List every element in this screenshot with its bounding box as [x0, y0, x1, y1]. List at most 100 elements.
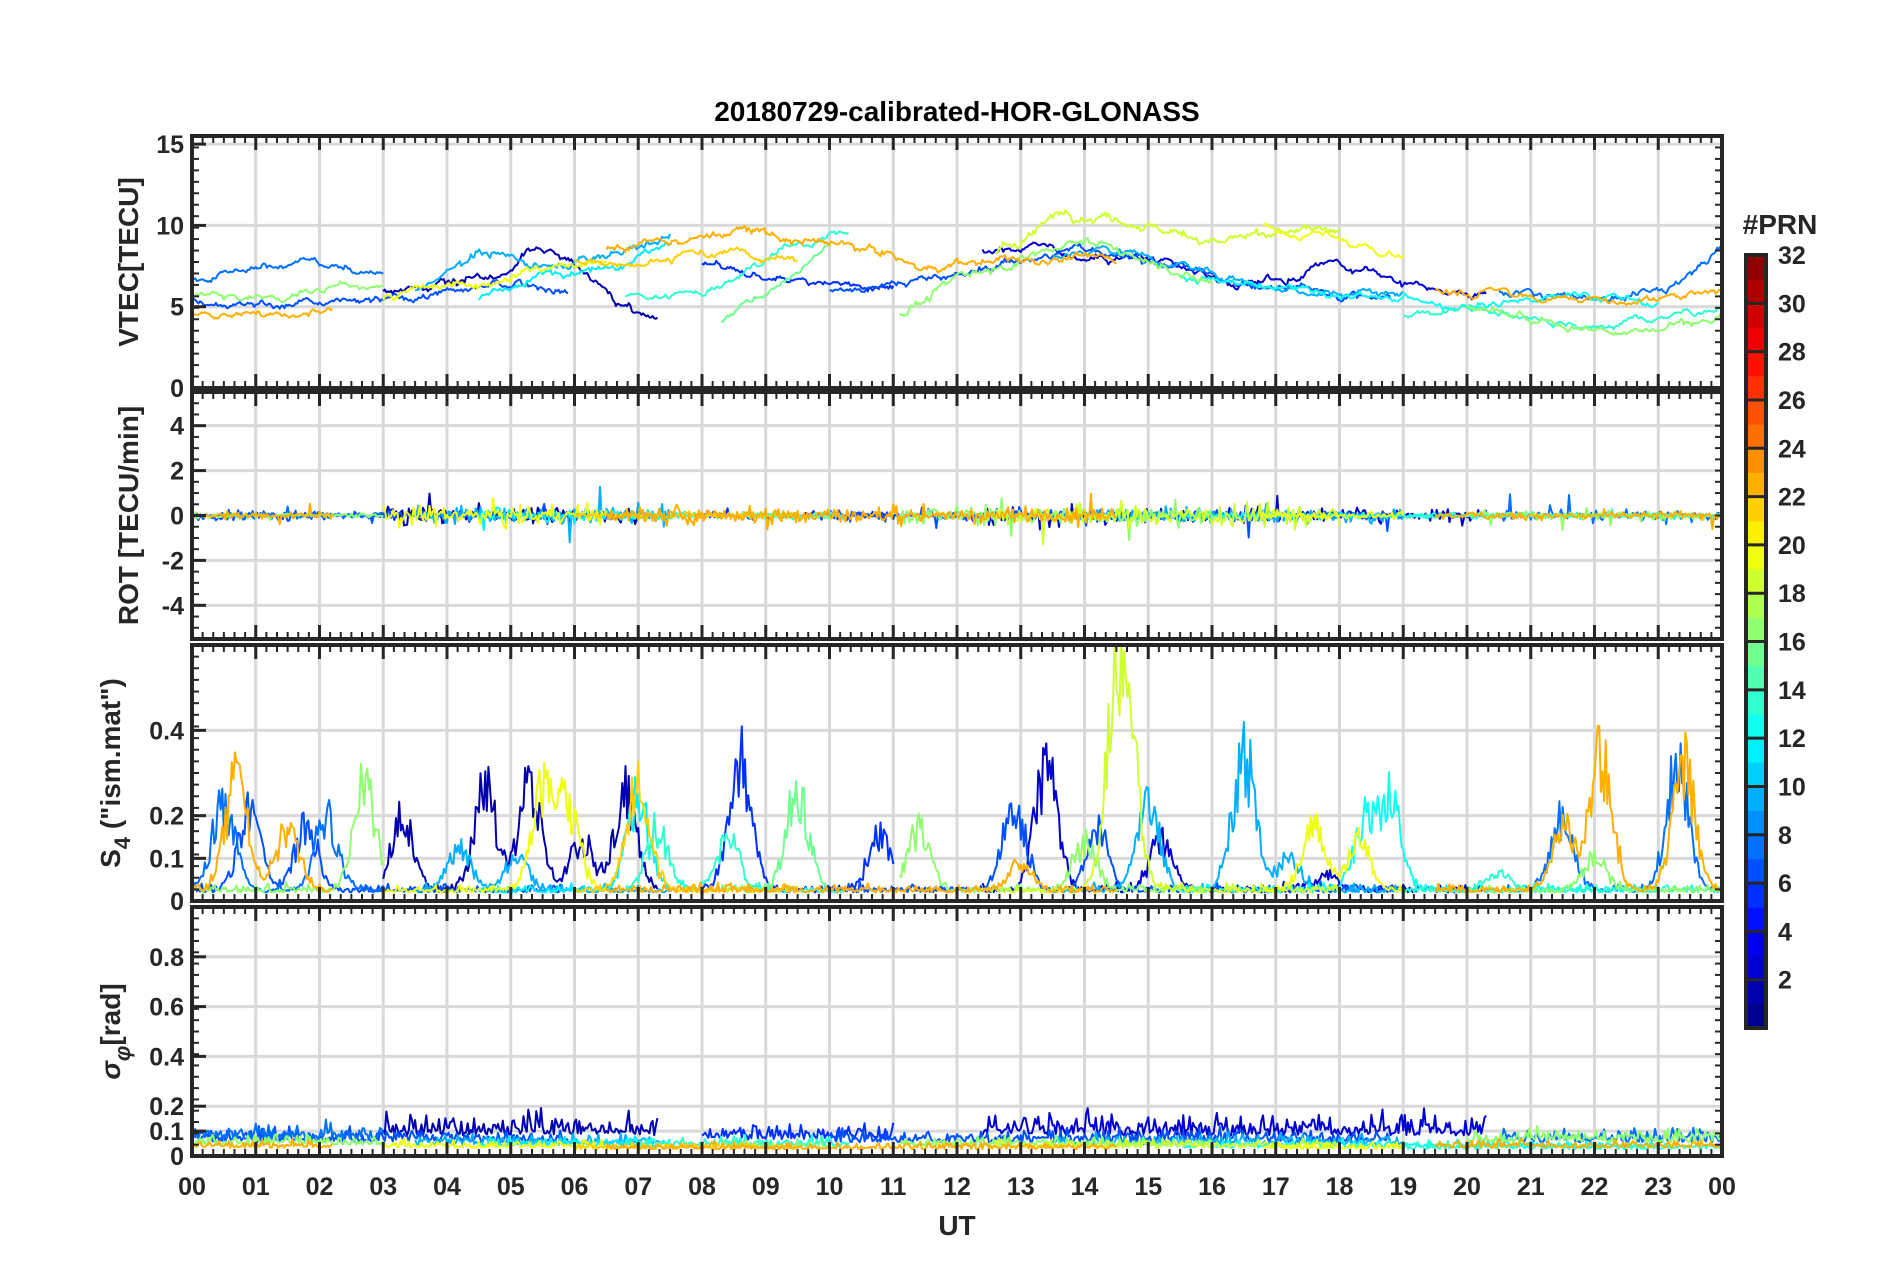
- series-vtec-prn-2: [382, 246, 659, 320]
- series-vtec-prn-23: [192, 307, 333, 320]
- ticks-rot: [190, 391, 1724, 640]
- panel-vtec: 0 5 10 15 VTEC[TECU]: [113, 131, 1724, 403]
- series-sigma-prn-17: [192, 1132, 384, 1146]
- colorbar-swatch: [1746, 713, 1766, 739]
- y-tick-label: 0.6: [149, 994, 184, 1022]
- series-sigma-prn-2: [382, 1107, 659, 1137]
- y-tick-label: 15: [156, 131, 184, 159]
- series-rot-prn-23: [1434, 508, 1722, 531]
- series-s4-prn-16: [720, 780, 831, 894]
- x-tick-label: 15: [1134, 1173, 1162, 1201]
- colorbar-swatch: [1746, 738, 1766, 763]
- axes-box: [190, 134, 1724, 390]
- colorbar-swatch: [1746, 279, 1766, 304]
- x-tick-label: 07: [624, 1173, 652, 1201]
- colorbar-swatch: [1746, 834, 1766, 860]
- series-sigma-prn-14: [624, 1133, 850, 1148]
- series-vtec-prn-17: [192, 280, 384, 304]
- colorbar-tick-label: 26: [1778, 387, 1806, 415]
- y-tick-label: 2: [170, 458, 184, 486]
- panel-s4: 0 0.1 0.2 0.4 S4 ("ism.mat"): [95, 643, 1724, 916]
- x-tick-label: 04: [433, 1173, 461, 1201]
- grid-sigma: [192, 907, 1722, 1158]
- y-tick-label: 0: [170, 503, 184, 531]
- colorbar-swatch: [1746, 931, 1766, 957]
- y-tick-label: 0.4: [149, 1043, 184, 1071]
- x-axis-label: UT: [938, 1210, 975, 1241]
- series-s4-prn-19: [994, 645, 1340, 894]
- x-tick-label: 23: [1644, 1173, 1672, 1201]
- series-sigma-prn-20: [1262, 1140, 1405, 1151]
- colorbar-tick-label: 28: [1778, 339, 1806, 367]
- colorbar-tick-label: 14: [1778, 677, 1806, 705]
- series-vtec-prn-17: [1466, 304, 1722, 336]
- x-tick-label: 00: [178, 1173, 206, 1201]
- series-vtec-prn-14: [624, 230, 850, 300]
- colorbar-tick-label: 32: [1778, 242, 1806, 270]
- lines-s4: [192, 645, 1722, 894]
- y-tick-label: -4: [162, 592, 184, 620]
- series-vtec-prn-14: [1403, 303, 1722, 331]
- colorbar-swatch: [1746, 665, 1766, 691]
- series-vtec-prn-8: [1498, 245, 1722, 303]
- y-tick-label: 0: [170, 888, 184, 916]
- x-tick-label: 01: [242, 1173, 270, 1201]
- colorbar-swatch: [1746, 448, 1766, 473]
- x-tick-label: 16: [1198, 1173, 1226, 1201]
- colorbar-swatch: [1746, 520, 1766, 546]
- axes-box: [190, 390, 1724, 641]
- series-s4-prn-14: [624, 811, 850, 894]
- series-s4-prn-20: [1262, 812, 1404, 894]
- x-tick-label: 02: [306, 1173, 334, 1201]
- series-sigma-prn-23: [1434, 1137, 1722, 1149]
- x-tick-label: 12: [943, 1173, 971, 1201]
- y-tick-label: 10: [156, 212, 184, 240]
- x-tick-label: 18: [1326, 1173, 1354, 1201]
- series-s4-prn-17: [1466, 849, 1722, 894]
- colorbar-tick-label: 24: [1778, 435, 1806, 463]
- grid-s4: [192, 645, 1722, 903]
- y-tick-label: 0.2: [149, 1093, 184, 1121]
- colorbar-swatch: [1746, 351, 1766, 377]
- lines-rot: [192, 485, 1722, 546]
- series-vtec-prn-8: [192, 256, 384, 283]
- series-vtec-prn-22: [573, 246, 798, 268]
- colorbar-swatch: [1746, 544, 1766, 570]
- colorbar-tick-label: 6: [1778, 870, 1792, 898]
- y-tick-label: 0.1: [149, 845, 184, 873]
- x-tick-label: 19: [1389, 1173, 1417, 1201]
- y-axis-label: S4 ("ism.mat"): [95, 678, 135, 868]
- series-vtec-prn-6: [701, 259, 895, 293]
- colorbar-swatch: [1746, 810, 1766, 836]
- series-rot-prn-23: [605, 492, 1117, 531]
- panel-sigma: 00.10.2 0.4 0.6 0.8 σφ[rad]: [95, 905, 1724, 1171]
- series-vtec-prn-23: [1434, 286, 1722, 307]
- series-vtec-prn-17: [898, 237, 1213, 317]
- series-vtec-prn-16: [721, 244, 830, 323]
- series-sigma-prn-6: [701, 1122, 895, 1141]
- series-vtec-prn-7: [192, 278, 569, 310]
- y-tick-label: 0: [170, 1143, 184, 1171]
- series-sigma-prn-23: [192, 1138, 334, 1149]
- series-sigma-prn-23: [605, 1140, 1117, 1151]
- colorbar-tick-label: 30: [1778, 290, 1806, 318]
- x-tick-label: 17: [1262, 1173, 1290, 1201]
- axes-box: [190, 643, 1724, 903]
- x-tick-label: 21: [1517, 1173, 1545, 1201]
- colorbar-swatch: [1746, 303, 1766, 328]
- colorbar-swatch: [1746, 617, 1766, 642]
- colorbar-swatch: [1746, 1003, 1766, 1029]
- series-rot-prn-20: [382, 497, 608, 530]
- series-sigma-prn-17: [1466, 1125, 1722, 1144]
- series-s4-prn-23: [192, 751, 333, 893]
- lines-vtec: [192, 209, 1722, 336]
- colorbar-swatch: [1746, 641, 1766, 667]
- series-vtec-prn-12: [478, 241, 671, 301]
- y-axis-label: ROT [TECU/min]: [113, 406, 144, 625]
- colorbar-swatch: [1746, 955, 1766, 981]
- colorbar-swatch: [1746, 979, 1766, 1005]
- colorbar-swatch: [1746, 496, 1766, 522]
- y-tick-label: 0: [170, 375, 184, 403]
